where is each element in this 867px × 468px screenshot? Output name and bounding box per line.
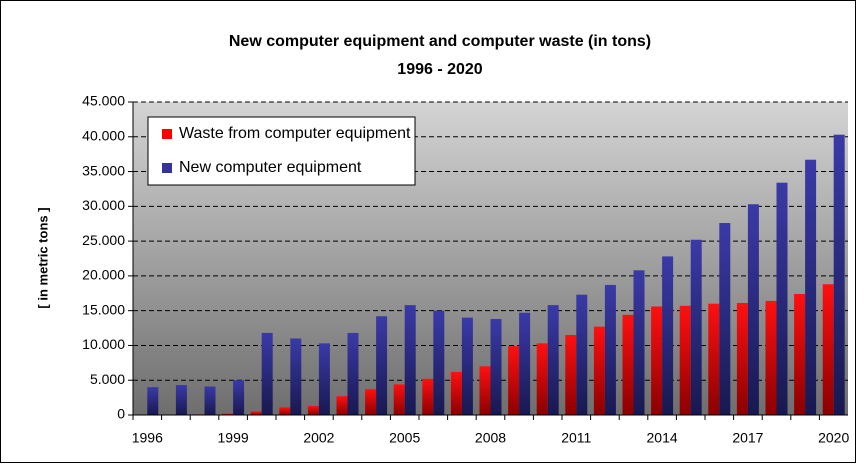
chart-subtitle: 1996 - 2020 [397, 61, 483, 78]
bar [307, 405, 319, 415]
bar [508, 346, 520, 415]
bar [175, 385, 187, 415]
bar [479, 366, 491, 415]
x-tick-label: 2005 [389, 430, 420, 446]
bar [290, 338, 302, 415]
bar [651, 306, 663, 415]
bar [662, 256, 674, 415]
bar [708, 303, 720, 415]
bar [404, 305, 416, 415]
bar [393, 384, 405, 415]
bar [565, 335, 577, 415]
legend-label: Waste from computer equipment [179, 125, 411, 142]
bar [261, 332, 273, 415]
y-tick-label: 30.000 [82, 197, 125, 213]
x-tick-label: 2014 [647, 430, 678, 446]
legend-box [147, 116, 416, 186]
bar [593, 326, 605, 415]
bar [747, 204, 759, 415]
bar [365, 389, 377, 415]
bar [604, 284, 616, 415]
bar [805, 159, 817, 415]
bar [633, 270, 645, 415]
y-tick-label: 45.000 [82, 93, 125, 109]
legend-swatch [162, 163, 172, 173]
bar [622, 314, 634, 415]
bar [679, 305, 691, 415]
legend-label: New computer equipment [179, 159, 362, 176]
bar [794, 293, 806, 415]
bar [147, 387, 159, 415]
x-tick-label: 2008 [475, 430, 506, 446]
y-tick-label: 15.000 [82, 301, 125, 317]
bar [736, 303, 748, 415]
bar [347, 332, 359, 415]
bar [222, 413, 234, 415]
bar [765, 300, 777, 415]
bar [776, 182, 788, 415]
bar [490, 319, 502, 415]
bar [719, 223, 731, 415]
bar [204, 386, 216, 415]
chart-title: New computer equipment and computer wast… [229, 33, 651, 50]
bar [576, 294, 588, 415]
y-tick-label: 25.000 [82, 232, 125, 248]
x-tick-label: 1996 [132, 430, 163, 446]
bar [822, 284, 834, 415]
x-tick-label: 2020 [818, 430, 849, 446]
x-tick-label: 2002 [303, 430, 334, 446]
bar [318, 343, 330, 415]
y-tick-label: 20.000 [82, 267, 125, 283]
y-tick-label: 0 [117, 406, 125, 422]
y-tick-label: 35.000 [82, 162, 125, 178]
bar [336, 396, 348, 415]
bar [519, 312, 531, 415]
y-axis-title: [ in metric tons ] [35, 207, 50, 308]
bar [279, 407, 291, 415]
bar [376, 316, 388, 415]
bar [536, 343, 548, 415]
bar [690, 239, 702, 415]
bar [461, 317, 473, 415]
x-tick-label: 1999 [218, 430, 249, 446]
bar [833, 134, 845, 416]
y-tick-label: 10.000 [82, 336, 125, 352]
y-tick-label: 40.000 [82, 127, 125, 143]
bar [250, 411, 262, 415]
y-tick-label: 5.000 [90, 371, 125, 387]
x-tick-label: 2017 [732, 430, 763, 446]
bar [450, 371, 462, 415]
bar [422, 378, 434, 415]
bar [433, 310, 445, 415]
bar [547, 305, 559, 415]
x-tick-label: 2011 [561, 430, 591, 446]
bar [233, 380, 245, 415]
legend-swatch [162, 129, 172, 139]
